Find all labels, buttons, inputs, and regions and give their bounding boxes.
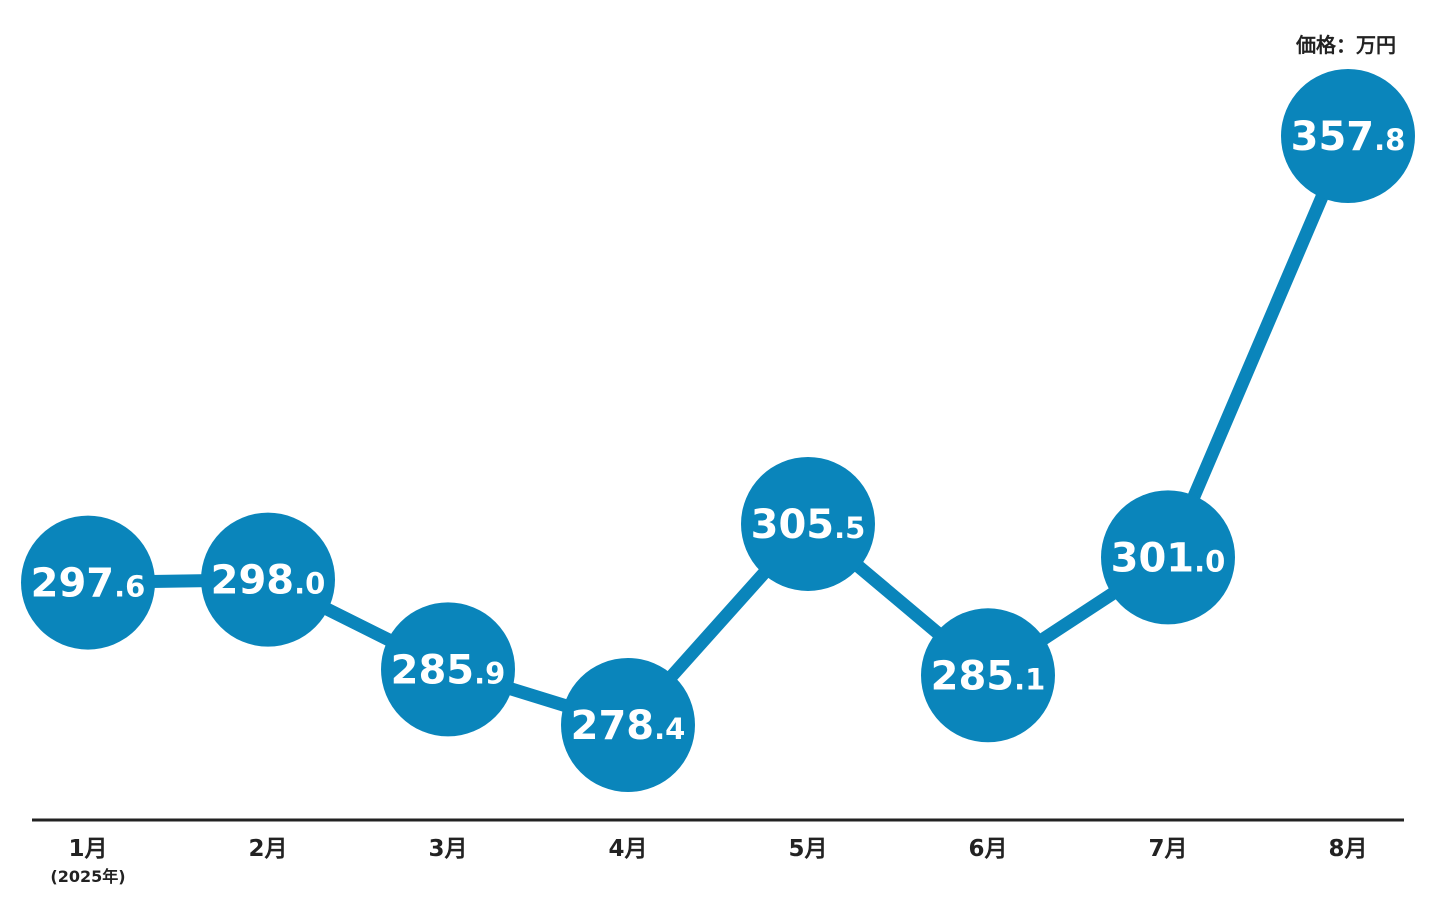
data-point-marker xyxy=(21,515,155,650)
data-label-decimal: .0 xyxy=(294,567,325,601)
data-point: 305.5 xyxy=(741,456,875,591)
x-tick-label: 6月 xyxy=(968,836,1007,862)
data-point-marker xyxy=(1281,69,1415,203)
x-tick-label: 3月 xyxy=(428,836,467,862)
data-point: 285.9 xyxy=(381,602,515,737)
unit-label: 価格：万円 xyxy=(1295,33,1396,57)
data-label: 357.8 xyxy=(1291,114,1406,160)
data-label-decimal: .1 xyxy=(1014,662,1045,696)
x-tick-label: 1月 xyxy=(68,836,107,862)
data-point: 357.8 xyxy=(1281,69,1415,203)
data-label-integer: 285 xyxy=(391,647,475,693)
data-label-decimal: .6 xyxy=(114,570,145,604)
data-label-integer: 278 xyxy=(571,703,655,749)
data-label: 278.4 xyxy=(571,703,686,749)
data-label-decimal: .9 xyxy=(474,656,505,690)
data-point: 297.6 xyxy=(21,515,155,650)
data-label: 301.0 xyxy=(1111,535,1226,581)
data-label-decimal: .5 xyxy=(834,511,865,545)
data-point-marker xyxy=(201,512,335,647)
x-tick-label: 5月 xyxy=(788,836,827,862)
data-label: 285.1 xyxy=(931,653,1046,699)
data-label: 285.9 xyxy=(391,647,506,693)
data-point: 278.4 xyxy=(561,658,695,792)
data-point-marker xyxy=(741,456,875,591)
data-label-integer: 357 xyxy=(1291,114,1375,160)
data-point-marker xyxy=(1101,490,1235,625)
x-tick-label: 2月 xyxy=(248,836,287,862)
data-label-integer: 285 xyxy=(931,653,1015,699)
data-label-decimal: .0 xyxy=(1194,544,1225,578)
data-label-integer: 305 xyxy=(751,502,835,548)
data-label-integer: 297 xyxy=(31,561,115,607)
data-label: 305.5 xyxy=(751,502,866,548)
x-tick-year-note: (2025年) xyxy=(50,867,125,886)
data-label-integer: 301 xyxy=(1111,535,1195,581)
data-point-marker xyxy=(561,658,695,792)
data-label-decimal: .8 xyxy=(1374,123,1405,157)
data-point-marker xyxy=(381,602,515,737)
x-tick-labels: 1月 2月 3月 4月 5月 6月 7月 8月 (2025年) xyxy=(50,836,1367,886)
data-point: 285.1 xyxy=(921,608,1055,743)
x-tick-label: 4月 xyxy=(608,836,647,862)
x-tick-label: 8月 xyxy=(1328,836,1367,862)
x-tick-label: 7月 xyxy=(1148,836,1187,862)
data-label: 297.6 xyxy=(31,561,146,607)
data-point: 298.0 xyxy=(201,512,335,647)
data-label-integer: 298 xyxy=(211,558,295,604)
data-label-decimal: .4 xyxy=(654,712,685,746)
data-point: 301.0 xyxy=(1101,490,1235,625)
data-label: 298.0 xyxy=(211,558,326,604)
data-point-marker xyxy=(921,608,1055,743)
